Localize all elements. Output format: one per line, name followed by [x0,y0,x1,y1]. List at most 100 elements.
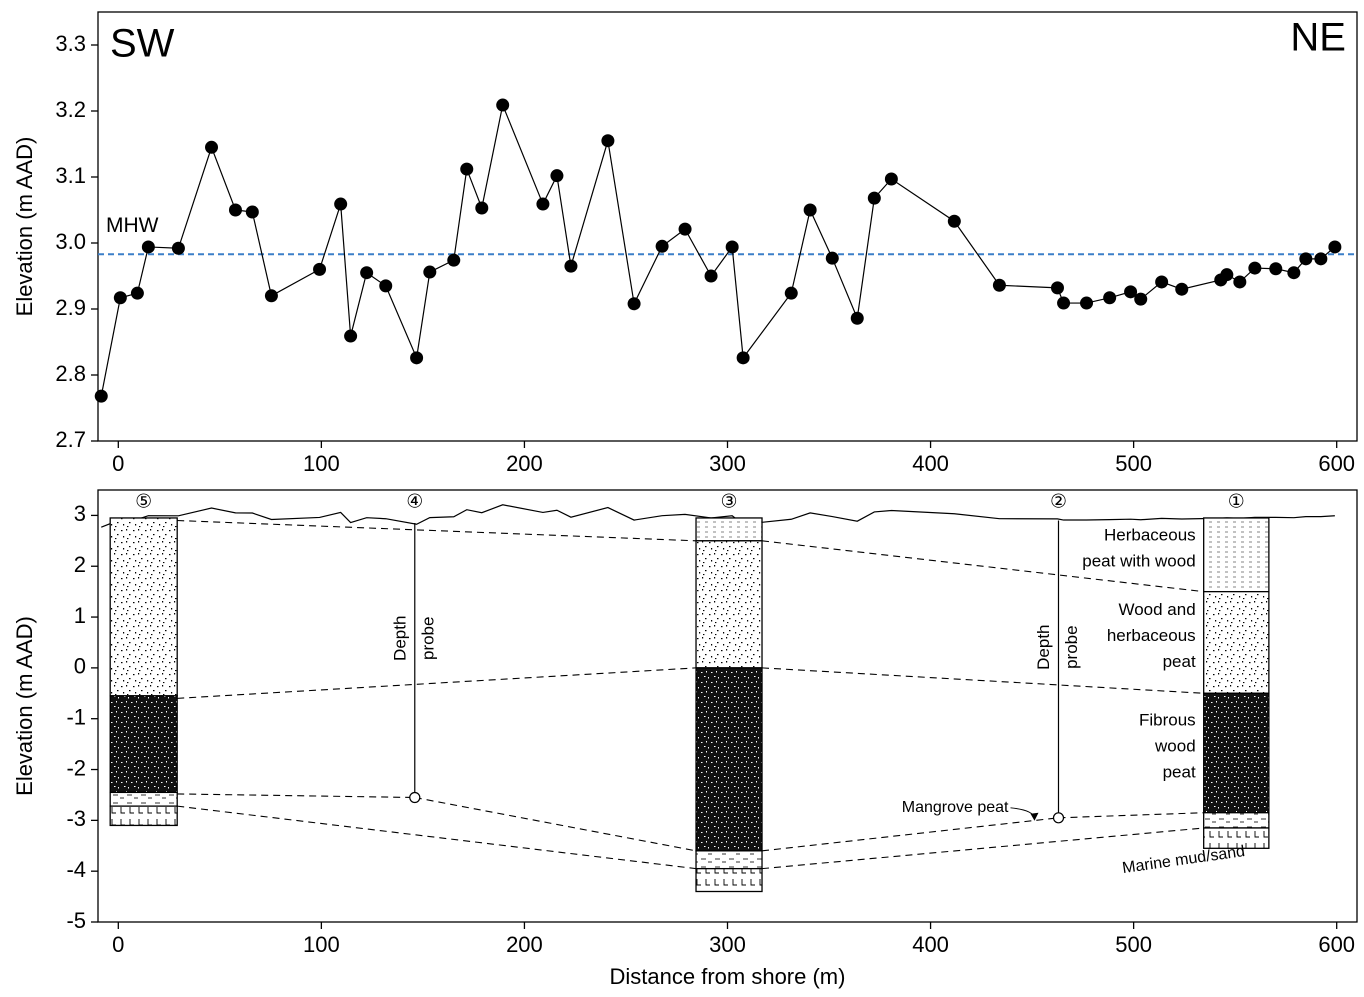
data-point [1299,252,1313,266]
correlation-line [177,519,697,542]
panel-label: NE [1290,16,1346,60]
data-point [803,203,817,217]
core-layer [695,540,763,669]
data-point [1124,285,1138,299]
correlation-line [761,540,1204,593]
data-point [360,266,374,280]
annotation-arrow [1010,807,1035,818]
data-point [171,241,185,255]
data-point [1155,275,1169,289]
data-point [1220,268,1234,282]
data-point [141,240,155,254]
y-tick-label: -1 [66,705,86,730]
data-point [228,203,242,217]
data-point [627,297,641,311]
data-point [1057,296,1071,310]
layer-label: Fibrous [1139,710,1196,729]
core-number: ⑤ [135,491,152,513]
data-point [1050,281,1064,295]
y-tick-label: 3 [74,501,86,526]
y-axis-title: Elevation (m AAD) [12,616,37,796]
data-point [825,251,839,265]
x-tick-label: 400 [912,932,949,957]
y-axis-title: Elevation (m AAD) [12,137,37,317]
y-tick-label: 1 [74,603,86,628]
y-tick-label: 3.0 [55,229,86,254]
probe-label: probe [1062,625,1081,668]
plot-frame [97,11,1358,442]
panel-label: SW [110,22,175,66]
data-point [205,140,219,154]
layer-label: peat with wood [1082,551,1195,570]
y-tick-label: 2.7 [55,427,86,452]
data-point [410,351,424,365]
y-tick-label: 3.2 [55,97,86,122]
core-layer [695,850,763,870]
data-point [130,286,144,300]
y-tick-label: 3.3 [55,31,86,56]
data-point [867,191,881,205]
layer-label: Wood and [1118,600,1195,619]
x-tick-label: 100 [303,451,340,476]
y-tick-label: 2.8 [55,361,86,386]
core-layer [1203,590,1270,694]
x-tick-label: 500 [1115,451,1152,476]
data-point [496,98,510,112]
correlation-line [761,667,1204,694]
data-point [884,172,898,186]
correlation-line [414,796,697,852]
core-layer [1203,517,1270,593]
data-line [100,102,1336,397]
data-point [334,197,348,211]
core-layer [109,805,178,827]
y-tick-label: 2 [74,552,86,577]
data-point [94,389,108,403]
core-layer [109,695,178,794]
data-point [1328,240,1342,254]
data-point [536,197,550,211]
data-point [113,291,127,305]
data-point [1080,296,1094,310]
x-tick-label: 400 [912,451,949,476]
core-layer [1203,827,1270,849]
data-point [784,286,798,300]
data-point [704,269,718,283]
core-number: ③ [720,491,737,513]
correlation-line [177,793,415,799]
arrow-head [1030,812,1039,821]
data-point [379,279,393,293]
y-tick-label: 0 [74,654,86,679]
layer-label: Herbaceous [1104,525,1196,544]
data-point [564,259,578,273]
data-point [736,351,750,365]
data-point [550,169,564,183]
x-tick-label: 600 [1318,451,1355,476]
data-point [460,162,474,176]
correlation-line [761,817,1059,852]
probe-label: probe [418,617,437,660]
data-point [1269,262,1283,276]
correlation-line [1058,812,1204,819]
data-point [1233,275,1247,289]
core-layer [695,867,763,893]
data-point [423,265,437,279]
y-tick-label: -5 [66,908,86,933]
data-point [264,289,278,303]
core-number: ② [1050,491,1067,513]
x-tick-label: 500 [1115,932,1152,957]
data-point [313,262,327,276]
data-point [344,329,358,343]
x-tick-label: 0 [112,932,124,957]
core-layer [109,791,178,807]
x-tick-label: 100 [303,932,340,957]
data-point [1287,266,1301,280]
layer-label: Mangrove peat [902,799,1009,816]
core-layer [1203,812,1270,829]
data-point [678,222,692,236]
data-point [1314,252,1328,266]
core-layer [695,517,763,542]
correlation-line [177,667,697,699]
core-number: ① [1228,491,1245,513]
layer-label: wood [1154,736,1196,755]
